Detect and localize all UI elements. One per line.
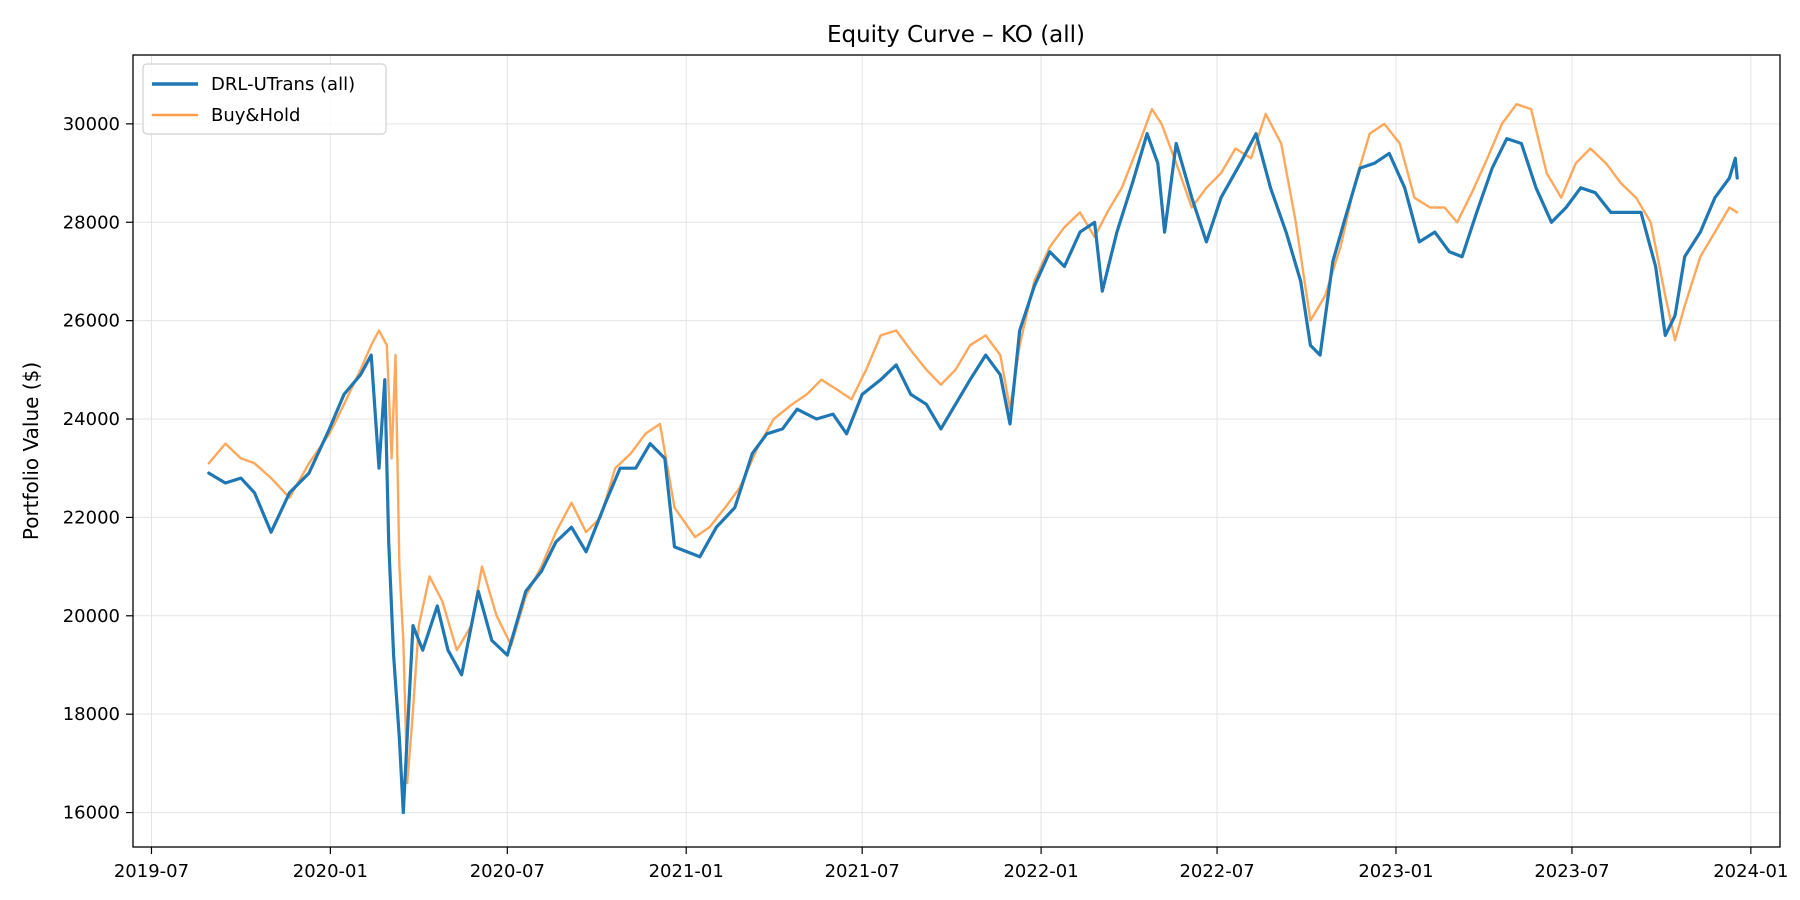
x-tick-label: 2020-07 — [470, 861, 545, 882]
x-tick-label: 2021-01 — [649, 861, 724, 882]
grid-layer — [133, 55, 1780, 847]
x-tick-label: 2020-01 — [293, 861, 368, 882]
tick-layer: 2019-07 2020-01 2020-07 2021-01 2021-07 2022-… — [63, 114, 1789, 882]
x-tick-label: 2022-01 — [1003, 861, 1078, 882]
legend-label-buy-hold: Buy&Hold — [211, 105, 300, 126]
x-tick-label: 2022-07 — [1179, 861, 1254, 882]
series-line-drl-utrans — [207, 132, 1739, 815]
y-tick-label: 28000 — [63, 212, 120, 233]
x-tick-label: 2021-07 — [825, 861, 900, 882]
y-tick-label: 20000 — [63, 606, 120, 627]
y-axis-title: Portfolio Value ($) — [19, 362, 43, 540]
x-tick-label: 2019-07 — [114, 861, 189, 882]
y-tick-label: 24000 — [63, 409, 120, 430]
chart-title: Equity Curve – KO (all) — [827, 22, 1085, 48]
plot-frame — [132, 54, 1781, 848]
y-tick-label: 26000 — [63, 311, 120, 332]
y-tick-label: 22000 — [63, 507, 120, 528]
x-tick-label: 2023-01 — [1358, 861, 1433, 882]
y-tick-label: 18000 — [63, 704, 120, 725]
x-tick-label: 2023-07 — [1534, 861, 1609, 882]
legend: DRL-UTrans (all) Buy&Hold — [142, 63, 387, 135]
legend-label-drl-utrans: DRL-UTrans (all) — [211, 74, 355, 95]
series-layer — [207, 103, 1739, 815]
y-tick-label: 30000 — [63, 114, 120, 135]
series-line-buy-hold — [207, 103, 1739, 785]
legend-box — [142, 63, 387, 135]
y-tick-label: 16000 — [63, 803, 120, 824]
x-tick-label: 2024-01 — [1713, 861, 1788, 882]
